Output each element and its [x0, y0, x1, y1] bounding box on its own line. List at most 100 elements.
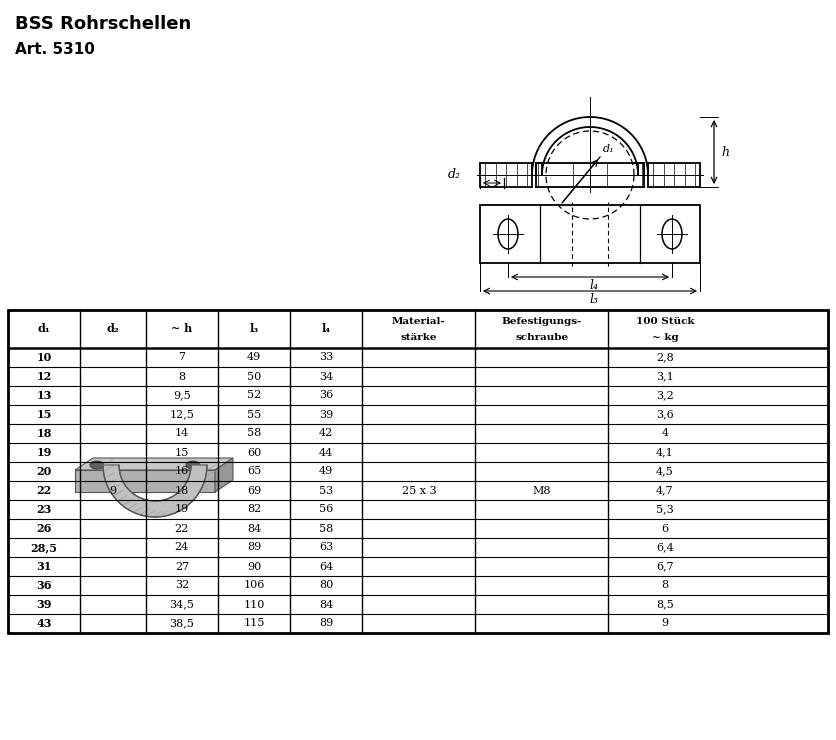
Text: 31: 31 — [37, 561, 52, 572]
Text: 80: 80 — [319, 580, 334, 591]
Text: 7: 7 — [178, 352, 186, 363]
Text: ~ h: ~ h — [171, 323, 192, 334]
Polygon shape — [206, 464, 217, 471]
Polygon shape — [103, 459, 113, 465]
Text: 3,2: 3,2 — [656, 391, 674, 400]
Polygon shape — [159, 511, 170, 517]
Text: 25 x 3: 25 x 3 — [401, 485, 436, 496]
Text: 38,5: 38,5 — [170, 619, 194, 628]
Text: h: h — [721, 146, 729, 158]
Text: 90: 90 — [247, 562, 261, 571]
Text: 64: 64 — [319, 562, 334, 571]
Text: 52: 52 — [247, 391, 261, 400]
Text: 60: 60 — [247, 448, 261, 457]
Text: 8,5: 8,5 — [656, 599, 674, 610]
Polygon shape — [113, 490, 124, 497]
Ellipse shape — [90, 461, 104, 469]
Text: 18: 18 — [37, 428, 52, 439]
Text: 4: 4 — [661, 428, 669, 439]
Text: d₂: d₂ — [106, 323, 120, 334]
Polygon shape — [145, 510, 156, 517]
Text: M8: M8 — [533, 485, 551, 496]
Polygon shape — [177, 505, 188, 512]
Text: 43: 43 — [36, 618, 52, 629]
Text: 16: 16 — [175, 466, 189, 477]
Text: 28,5: 28,5 — [31, 542, 58, 553]
Text: 84: 84 — [247, 523, 261, 534]
Text: 5,3: 5,3 — [656, 505, 674, 514]
Text: 39: 39 — [319, 409, 334, 420]
Text: 3,6: 3,6 — [656, 409, 674, 420]
Polygon shape — [127, 503, 138, 509]
Text: d₁: d₁ — [38, 323, 50, 334]
Text: stärke: stärke — [400, 332, 437, 341]
Text: 9: 9 — [110, 485, 116, 496]
Text: 4,7: 4,7 — [656, 485, 674, 496]
Text: 15: 15 — [37, 409, 52, 420]
Polygon shape — [183, 502, 194, 508]
Polygon shape — [201, 482, 212, 489]
Polygon shape — [107, 478, 117, 485]
Text: d₂: d₂ — [448, 168, 461, 181]
Text: 8: 8 — [661, 580, 669, 591]
Text: 63: 63 — [319, 542, 334, 553]
Text: 32: 32 — [175, 580, 189, 591]
Text: 26: 26 — [37, 523, 52, 534]
Text: 19: 19 — [37, 447, 52, 458]
Bar — [648, 163, 700, 187]
Polygon shape — [104, 472, 115, 479]
Text: l₄: l₄ — [322, 323, 331, 334]
Text: 55: 55 — [247, 409, 261, 420]
Text: 4,1: 4,1 — [656, 448, 674, 457]
Text: 6,4: 6,4 — [656, 542, 674, 553]
Text: Art. 5310: Art. 5310 — [15, 42, 94, 57]
Text: 89: 89 — [319, 619, 334, 628]
Text: 50: 50 — [247, 371, 261, 382]
Polygon shape — [206, 471, 216, 477]
Text: 36: 36 — [319, 391, 334, 400]
Text: 2,8: 2,8 — [656, 352, 674, 363]
Text: 58: 58 — [319, 523, 334, 534]
Text: Befestigungs-: Befestigungs- — [502, 317, 582, 326]
Polygon shape — [152, 511, 163, 517]
Polygon shape — [171, 508, 182, 514]
Text: 22: 22 — [175, 523, 189, 534]
Text: 10: 10 — [37, 352, 52, 363]
Text: 12,5: 12,5 — [170, 409, 194, 420]
Text: 115: 115 — [243, 619, 265, 628]
Text: 22: 22 — [37, 485, 52, 496]
Polygon shape — [110, 484, 120, 491]
Text: l₃: l₃ — [249, 323, 258, 334]
Polygon shape — [75, 470, 215, 492]
Polygon shape — [122, 500, 133, 505]
Text: 65: 65 — [247, 466, 261, 477]
Bar — [480, 205, 700, 263]
Text: 23: 23 — [37, 504, 52, 515]
Polygon shape — [215, 458, 233, 492]
Polygon shape — [103, 465, 207, 517]
Text: 6,7: 6,7 — [656, 562, 674, 571]
Text: 20: 20 — [37, 466, 52, 477]
Polygon shape — [104, 465, 114, 472]
Text: 39: 39 — [36, 599, 52, 610]
Text: 89: 89 — [247, 542, 261, 553]
Text: 69: 69 — [247, 485, 261, 496]
Text: 12: 12 — [37, 371, 52, 382]
Text: l₄: l₄ — [589, 279, 599, 292]
Text: 15: 15 — [175, 448, 189, 457]
Text: 56: 56 — [319, 505, 334, 514]
Text: d₁: d₁ — [603, 144, 614, 154]
Text: 9,5: 9,5 — [173, 391, 191, 400]
Text: 34,5: 34,5 — [170, 599, 194, 610]
Text: 58: 58 — [247, 428, 261, 439]
Text: 82: 82 — [247, 505, 261, 514]
Text: 18: 18 — [175, 485, 189, 496]
Text: 4,5: 4,5 — [656, 466, 674, 477]
Text: 49: 49 — [319, 466, 334, 477]
Text: 84: 84 — [319, 599, 334, 610]
Polygon shape — [197, 488, 208, 495]
Text: 8: 8 — [178, 371, 186, 382]
Polygon shape — [193, 494, 204, 500]
Polygon shape — [133, 506, 144, 513]
Text: Material-: Material- — [392, 317, 446, 326]
